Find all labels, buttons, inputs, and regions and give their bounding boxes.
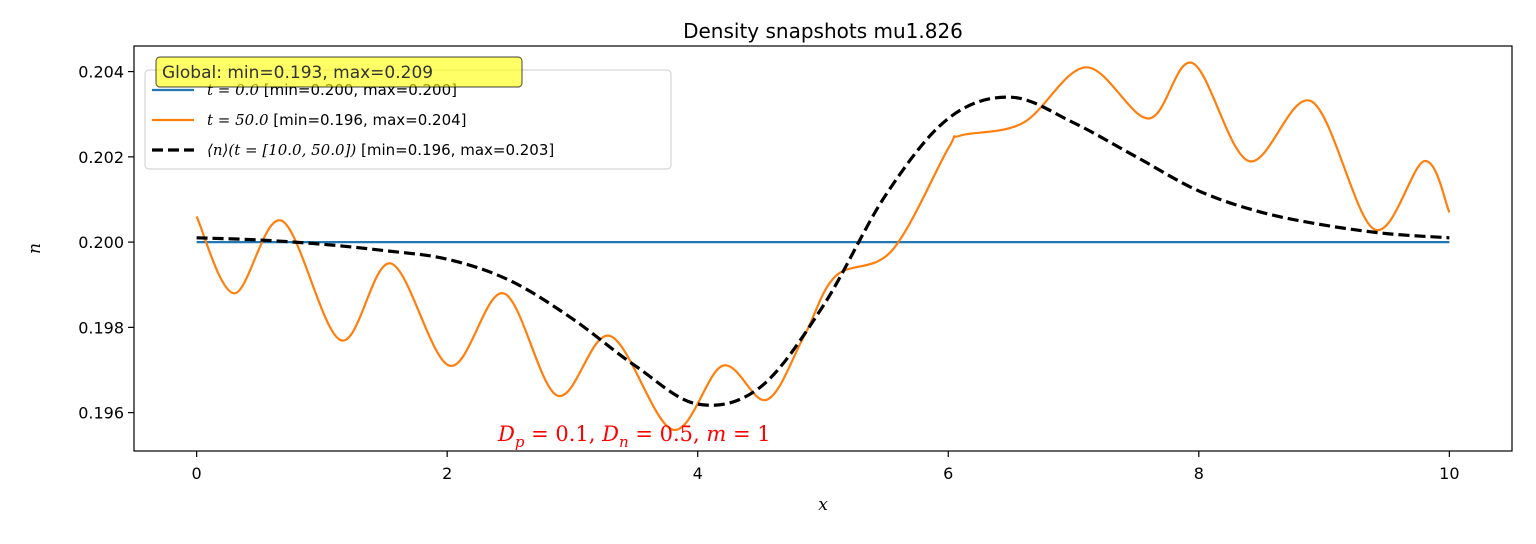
legend-entry-math: ⟨n⟩(t = [10.0, 50.0]) — [207, 141, 356, 159]
param-dn-value: = 0.5, — [629, 422, 707, 446]
axes-layer: 0 2 4 6 8 10 0.196 0.198 0.200 0.202 0.204 — [78, 45, 1513, 483]
param-dn-subscript: n — [619, 433, 629, 451]
x-tick-label: 4 — [693, 464, 703, 483]
global-annotation: Global: min=0.193, max=0.209 — [155, 56, 523, 88]
legend-entry-math: t = 50.0 — [207, 111, 269, 129]
series-layer — [195, 61, 1451, 431]
param-m-value: = 1 — [726, 422, 770, 446]
x-tick-label: 6 — [943, 464, 953, 483]
y-axis-label: n — [25, 243, 45, 254]
y-tick-label: 0.204 — [78, 63, 124, 82]
y-tick-label: 0.196 — [78, 404, 124, 423]
x-tick-label: 2 — [442, 464, 452, 483]
param-dp-value: = 0.1, — [524, 422, 602, 446]
x-tick-label: 10 — [1439, 464, 1459, 483]
x-tick-label: 0 — [192, 464, 202, 483]
y-tick-label: 0.202 — [78, 148, 124, 167]
legend-entry-1: t = 50.0 [min=0.196, max=0.204] — [207, 111, 467, 129]
param-dn-symbol: D — [601, 422, 619, 446]
param-dp-subscript: p — [515, 433, 525, 451]
y-tick-label: 0.200 — [78, 233, 124, 252]
series-line-2 — [196, 95, 1450, 407]
param-m-symbol: m — [706, 422, 726, 446]
param-dp-symbol: D — [497, 422, 515, 446]
plot-frame — [133, 45, 1513, 452]
x-axis-label: x — [818, 495, 828, 515]
legend-entry-range: [min=0.196, max=0.203] — [356, 141, 554, 159]
global-annotation-box — [155, 56, 523, 88]
parameter-annotation: Dp = 0.1, Dn = 0.5, m = 1 — [497, 422, 771, 451]
legend: t = 0.0 [min=0.200, max=0.200]t = 50.0 [… — [144, 69, 672, 170]
legend-entry-2: ⟨n⟩(t = [10.0, 50.0]) [min=0.196, max=0.… — [207, 141, 554, 159]
x-tick-label: 8 — [1194, 464, 1204, 483]
legend-entry-range: [min=0.196, max=0.204] — [269, 111, 467, 129]
global-annotation-text: Global: min=0.193, max=0.209 — [162, 63, 433, 83]
y-tick-label: 0.198 — [78, 318, 124, 337]
chart-title: Density snapshots mu1.826 — [683, 19, 963, 43]
